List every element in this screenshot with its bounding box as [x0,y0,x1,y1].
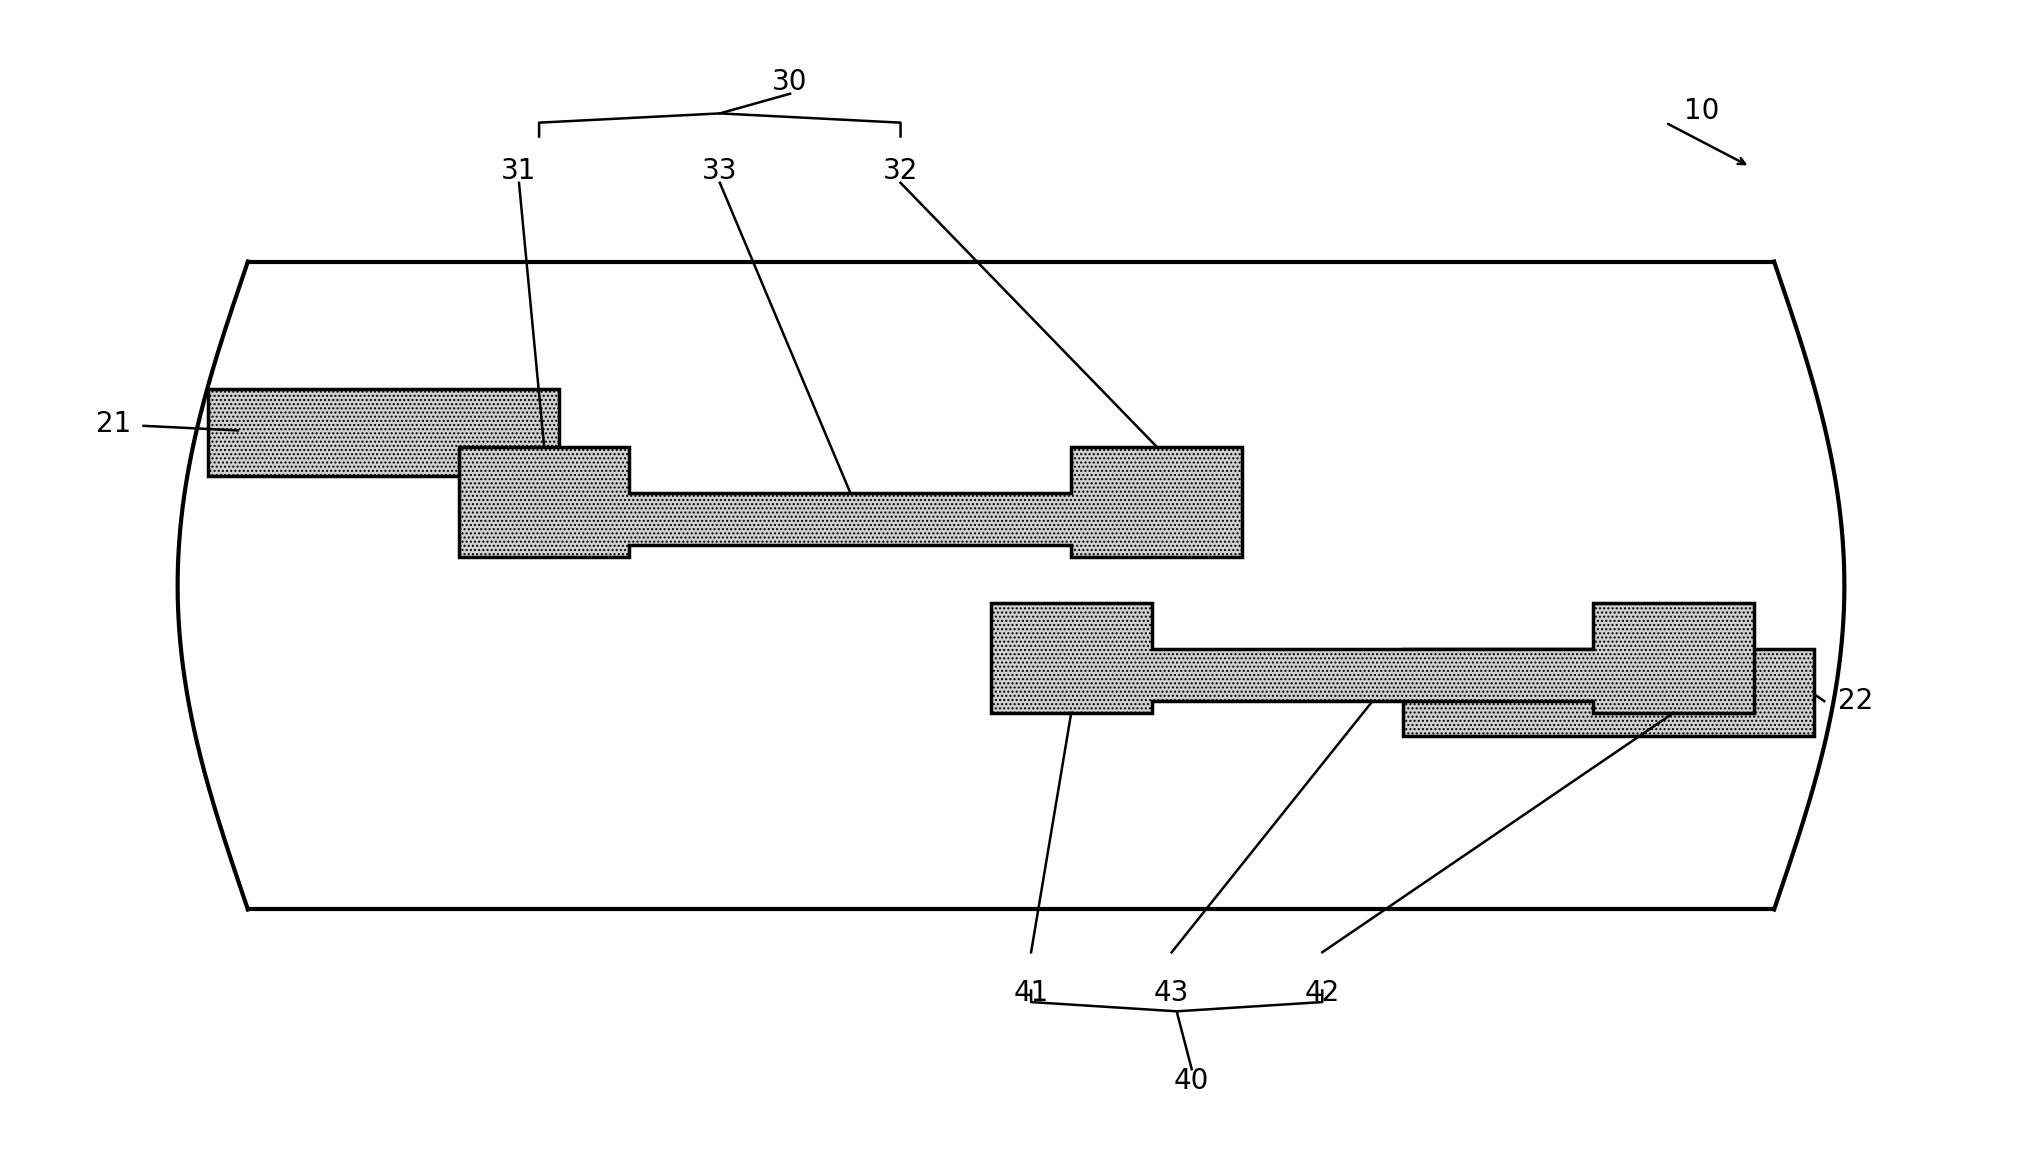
Text: 21: 21 [97,410,131,438]
Text: 30: 30 [772,68,809,96]
Polygon shape [991,603,1753,713]
Bar [1403,649,1814,735]
Text: 42: 42 [1304,979,1341,1007]
Polygon shape [459,446,1242,556]
Text: 22: 22 [1838,687,1874,715]
Text: 10: 10 [1684,97,1719,125]
Bar [208,389,560,475]
Text: 31: 31 [501,157,536,185]
Text: 40: 40 [1175,1067,1209,1095]
Text: 33: 33 [702,157,738,185]
Text: 41: 41 [1013,979,1049,1007]
Text: 43: 43 [1155,979,1189,1007]
Text: 32: 32 [884,157,918,185]
